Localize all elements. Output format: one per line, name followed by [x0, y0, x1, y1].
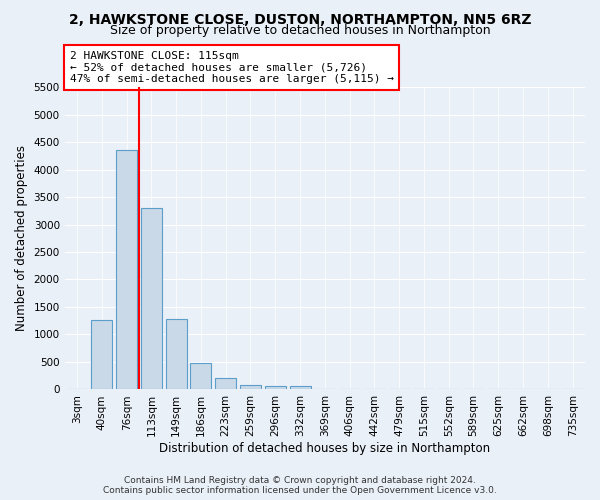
Bar [141, 208, 162, 390]
Bar [190, 362, 211, 390]
Text: Contains HM Land Registry data © Crown copyright and database right 2024.
Contai: Contains HM Land Registry data © Crown c… [103, 476, 497, 495]
Text: Size of property relative to detached houses in Northampton: Size of property relative to detached ho… [110, 24, 490, 37]
Bar [116, 150, 137, 390]
Text: 2 HAWKSTONE CLOSE: 115sqm
← 52% of detached houses are smaller (5,726)
47% of se: 2 HAWKSTONE CLOSE: 115sqm ← 52% of detac… [70, 51, 394, 84]
Text: 2, HAWKSTONE CLOSE, DUSTON, NORTHAMPTON, NN5 6RZ: 2, HAWKSTONE CLOSE, DUSTON, NORTHAMPTON,… [69, 12, 531, 26]
Bar [166, 319, 187, 390]
X-axis label: Distribution of detached houses by size in Northampton: Distribution of detached houses by size … [159, 442, 490, 455]
Y-axis label: Number of detached properties: Number of detached properties [15, 146, 28, 332]
Bar [290, 386, 311, 390]
Bar [265, 386, 286, 390]
Bar [240, 384, 261, 390]
Bar [91, 320, 112, 390]
Bar [215, 378, 236, 390]
